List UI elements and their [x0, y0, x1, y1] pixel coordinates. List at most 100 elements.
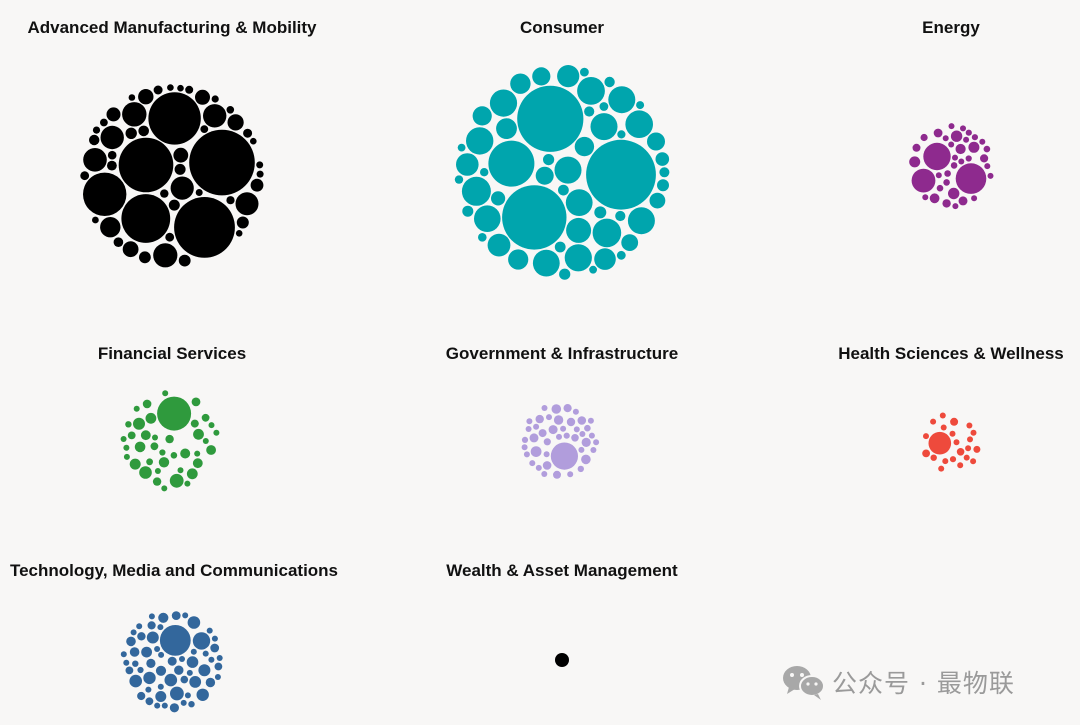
bubble — [478, 233, 487, 242]
panel-6: Technology, Media and Communications — [10, 561, 338, 713]
bubble — [162, 390, 169, 397]
bubble — [208, 656, 215, 663]
bubble — [592, 218, 622, 248]
watermark-text: 公众号 · 最物联 — [832, 669, 1015, 698]
bubble — [146, 631, 159, 644]
bubble — [138, 125, 149, 137]
bubble — [546, 414, 552, 421]
bubble — [533, 423, 540, 430]
bubble — [952, 154, 958, 161]
bubble — [196, 688, 209, 701]
bubble — [928, 431, 952, 455]
bubble — [140, 430, 151, 441]
bubble — [129, 458, 141, 470]
bubble — [971, 134, 979, 141]
bubble — [966, 422, 973, 429]
bubble — [202, 650, 209, 657]
bubble — [649, 192, 666, 209]
bubble — [174, 163, 186, 175]
bubble — [963, 454, 970, 461]
bubble — [158, 651, 165, 658]
bubble — [584, 424, 591, 432]
bubble — [133, 405, 140, 412]
bubble — [574, 136, 595, 157]
bubble — [206, 445, 217, 455]
bubble — [543, 451, 550, 458]
bubble — [161, 702, 168, 709]
bubble — [949, 430, 956, 437]
panel-7: Wealth & Asset Management — [446, 561, 678, 667]
bubble — [535, 414, 544, 424]
bubble — [535, 166, 554, 185]
bubble — [952, 203, 959, 210]
bubble — [164, 673, 178, 687]
bubble — [593, 439, 600, 446]
bubble — [180, 448, 191, 459]
bubble — [474, 205, 501, 232]
bubble — [133, 417, 145, 430]
panel-title: Financial Services — [98, 344, 246, 363]
bubble — [123, 444, 130, 451]
bubble — [145, 412, 157, 424]
bubble — [174, 197, 235, 258]
bubble — [566, 217, 592, 243]
bubble — [169, 473, 184, 488]
bubble — [950, 130, 963, 142]
bubble — [555, 653, 569, 667]
bubble — [154, 702, 161, 709]
bubble — [647, 132, 665, 151]
bubble — [573, 426, 580, 433]
bubble — [157, 396, 192, 431]
bubble — [205, 677, 216, 688]
bubble — [923, 142, 951, 171]
bubble — [235, 192, 259, 216]
bubble — [123, 659, 130, 666]
bubble — [155, 691, 167, 702]
bubble — [194, 450, 201, 457]
bubble — [586, 139, 656, 210]
bubble — [936, 184, 944, 192]
bubble — [502, 185, 567, 250]
bubble — [567, 471, 574, 478]
bubble — [100, 125, 124, 150]
bubble — [154, 468, 161, 474]
bubble — [454, 175, 464, 184]
panel-3: Financial Services — [98, 344, 246, 492]
bubble — [202, 438, 209, 444]
bubble — [169, 703, 179, 713]
bubble — [548, 425, 558, 435]
bubble — [625, 110, 653, 138]
bubble — [940, 424, 947, 431]
bubble — [558, 184, 569, 196]
bubble — [551, 404, 562, 414]
bubble — [192, 458, 203, 469]
bubble — [167, 84, 174, 91]
bubble — [139, 466, 152, 479]
bubble — [146, 458, 154, 466]
bubble — [942, 458, 949, 465]
bubble — [659, 167, 670, 178]
bubble — [250, 137, 257, 145]
bubble — [139, 251, 151, 264]
bubble — [922, 194, 929, 201]
bubble — [588, 432, 595, 439]
bubble — [210, 643, 220, 653]
panel-2: Energy — [909, 18, 994, 210]
bubble — [137, 691, 146, 701]
bubble — [243, 128, 253, 138]
bubble — [186, 656, 199, 668]
bubble — [186, 669, 193, 676]
bubble — [179, 656, 185, 662]
bubble — [571, 434, 579, 442]
bubble — [523, 451, 530, 458]
bubble — [141, 646, 153, 658]
bubble — [83, 172, 127, 216]
bubble — [530, 446, 542, 457]
bubble — [461, 176, 491, 206]
panel-title: Health Sciences & Wellness — [838, 344, 1064, 363]
bubble — [107, 160, 117, 171]
bubble — [159, 625, 191, 656]
bubble — [563, 432, 570, 439]
bubble — [466, 127, 494, 155]
